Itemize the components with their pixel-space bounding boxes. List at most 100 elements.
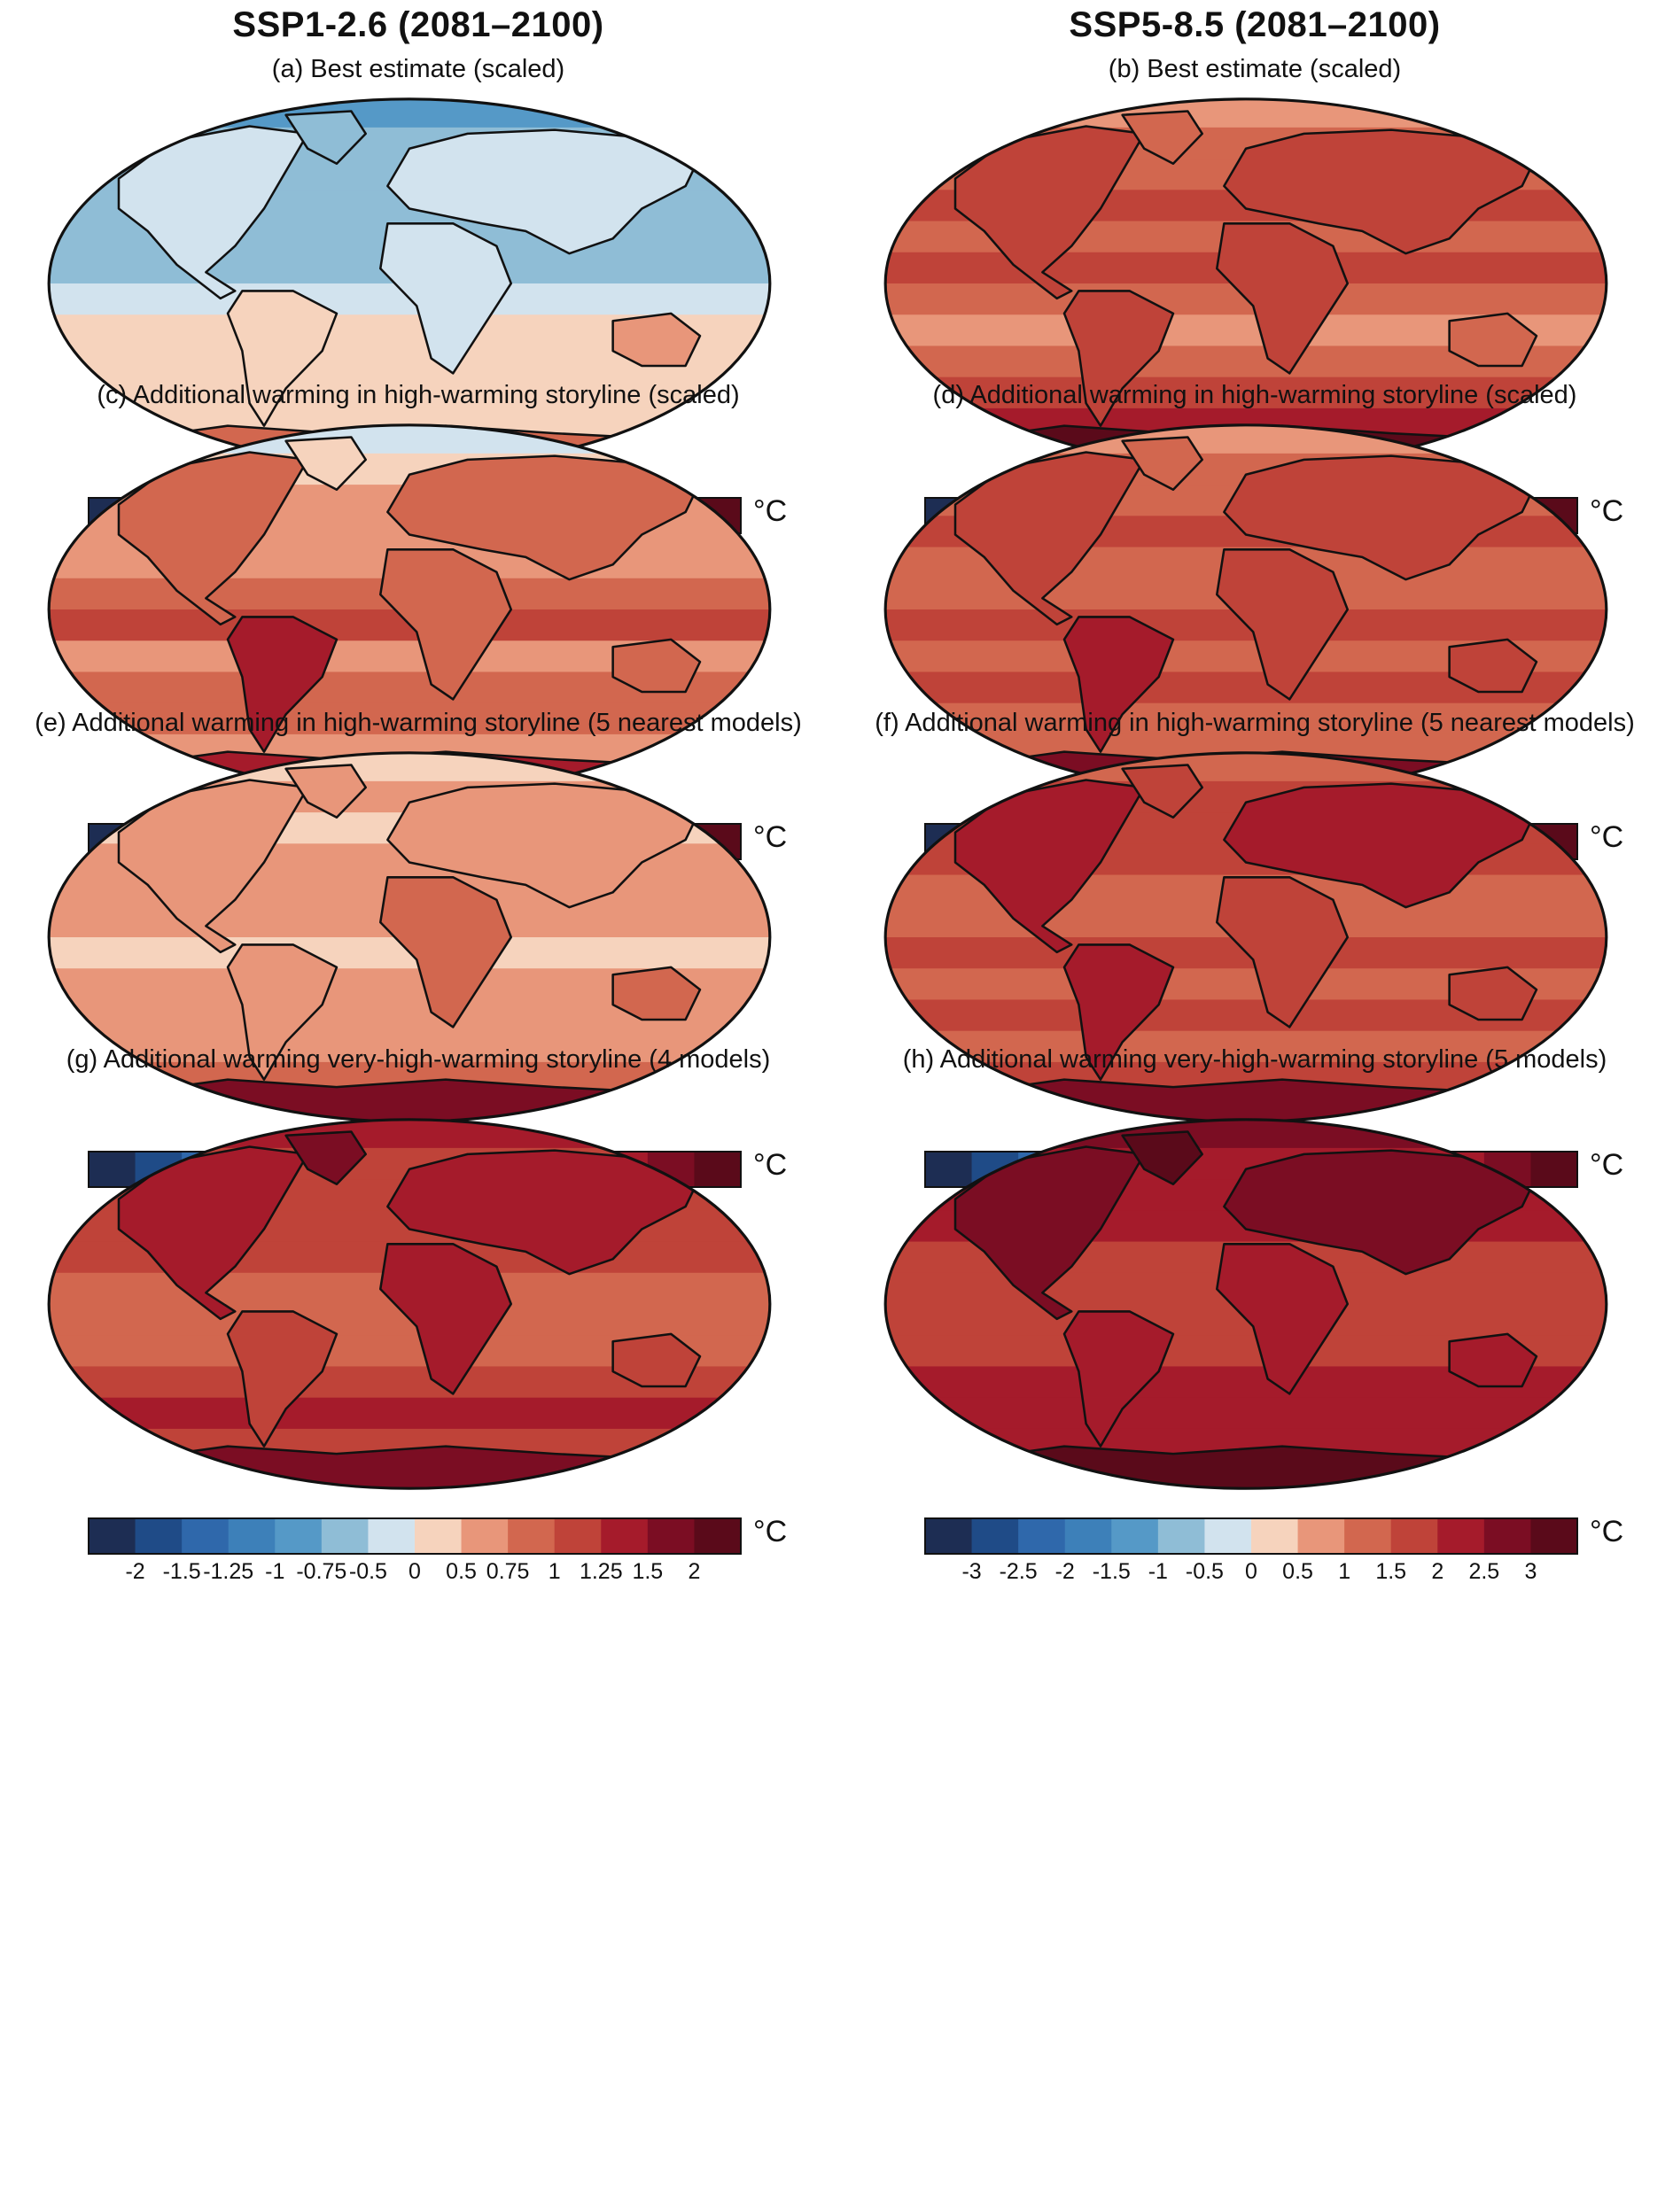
colorbar-tick-label: -0.5 (348, 1559, 387, 1584)
colorbar-tick-label: 0 (1245, 1559, 1257, 1584)
temperature-band (49, 424, 770, 455)
continent-outline (611, 638, 702, 694)
continent-outline (117, 451, 309, 626)
colorbar-swatch (1437, 1518, 1485, 1554)
continent-outline (1121, 1130, 1204, 1186)
temperature-band (885, 1030, 1607, 1064)
world-map (47, 1118, 772, 1490)
colorbar-tick-label: 1 (1338, 1559, 1351, 1584)
colorbar-swatch (601, 1518, 649, 1554)
colorbar-tick-label: 0.5 (446, 1559, 477, 1584)
unit-label: °C (1590, 1148, 1624, 1182)
panel-title: (f) Additional warming in high-warming s… (875, 709, 1635, 737)
temperature-band (885, 1119, 1607, 1150)
colorbar-swatch (508, 1518, 556, 1554)
colorbar-swatch (925, 1518, 973, 1554)
panel-title: (h) Additional warming very-high-warming… (902, 1045, 1607, 1074)
colorbar-swatch (228, 1518, 276, 1554)
continent-outline (1223, 128, 1538, 255)
continent-outline (378, 548, 513, 701)
continent-outline (1062, 290, 1175, 427)
continent-outline (611, 1332, 702, 1388)
colorbar: -3 -2.5 -2 -1.5 -1 -0.5 0 0.5 1 1.5 2 2.5 3 °C (923, 1515, 1623, 1596)
unit-label: °C (753, 1148, 788, 1182)
panel-title: (g) Additional warming very-high-warming… (66, 1045, 771, 1074)
unit-label: °C (753, 494, 788, 528)
world-map (883, 751, 1608, 1123)
world-map (47, 423, 772, 796)
unit-label: °C (1590, 1515, 1624, 1548)
continent-outline (226, 616, 338, 753)
temperature-band (49, 1030, 770, 1064)
colorbar-tick-label: -0.75 (296, 1559, 347, 1584)
continent-outline (1215, 876, 1350, 1028)
colorbar-swatch (694, 1518, 742, 1554)
colorbar-swatch (647, 1518, 695, 1554)
colorbar-tick-label: 2 (1431, 1559, 1444, 1584)
continent-outline (1448, 966, 1538, 1021)
colorbar-swatch (1018, 1518, 1066, 1554)
temperature-band (885, 752, 1607, 783)
continent-outline (1215, 222, 1350, 375)
unit-label: °C (1590, 820, 1624, 854)
map-border (883, 1118, 1608, 1490)
map-panel-h: (h) Additional warming very-high-warming… (836, 1045, 1673, 1584)
panel-title: (d) Additional warming in high-warming s… (932, 381, 1577, 409)
continent-outline (1062, 1310, 1175, 1448)
colorbar-tick-label: -3 (961, 1559, 982, 1584)
continent-outline (284, 436, 368, 492)
map-panel-f: (f) Additional warming in high-warming s… (836, 709, 1673, 1240)
continent-outline (953, 451, 1146, 626)
colorbar-tick-label: -1 (265, 1559, 285, 1584)
continent-outline (1215, 1243, 1350, 1395)
colorbar-swatch (1297, 1518, 1345, 1554)
continent-outline (378, 876, 513, 1028)
colorbar-tick-label: 3 (1524, 1559, 1537, 1584)
continent-outline (611, 966, 702, 1021)
colorbar-swatch (89, 1152, 136, 1187)
temperature-band (885, 702, 1607, 736)
colorbar-swatch (1157, 1518, 1205, 1554)
continent-outline (226, 290, 338, 427)
temperature-band (49, 1119, 770, 1150)
colorbar-tick-label: -1.25 (203, 1559, 254, 1584)
panel-title: (c) Additional warming in high-warming s… (97, 381, 740, 409)
colorbar-swatch (89, 1518, 136, 1554)
colorbar-swatch (461, 1518, 509, 1554)
colorbar-swatch (1390, 1518, 1438, 1554)
continent-outline (953, 125, 1146, 300)
continent-outline (1448, 312, 1538, 368)
colorbar-tick-label: 0.5 (1282, 1559, 1313, 1584)
unit-label: °C (753, 1515, 788, 1548)
continent-outline (386, 454, 702, 581)
temperature-band (49, 752, 770, 783)
colorbar-swatch (925, 1152, 973, 1187)
world-map (883, 97, 1608, 470)
continent-outline (1215, 548, 1350, 701)
continent-outline (284, 1130, 368, 1186)
colorbar-tick-label: -2.5 (999, 1559, 1038, 1584)
map-panel-c: (c) Additional warming in high-warming s… (0, 381, 836, 912)
colorbar-swatch (1064, 1518, 1112, 1554)
colorbar-tick-label: -1.5 (162, 1559, 201, 1584)
map-panel-g: (g) Additional warming very-high-warming… (0, 1045, 836, 1584)
column-title-right: SSP5-8.5 (2081–2100) (1069, 5, 1441, 44)
continent-outline (284, 110, 368, 166)
temperature-band (49, 376, 770, 410)
continent-outline (386, 1149, 702, 1276)
colorbar-tick-label: -0.5 (1185, 1559, 1224, 1584)
colorbar-swatch (1344, 1518, 1392, 1554)
temperature-band (885, 98, 1607, 129)
continent-outline (1223, 782, 1538, 909)
colorbar-swatch (554, 1518, 602, 1554)
temperature-band (885, 1397, 1607, 1431)
continent-outline (284, 764, 368, 819)
panel-title: (e) Additional warming in high-warming s… (35, 709, 802, 737)
panel-title: (a) Best estimate (scaled) (271, 55, 565, 83)
colorbar-tick-label: 1.5 (632, 1559, 664, 1584)
continent-outline (1121, 110, 1204, 166)
colorbar-swatch (415, 1518, 463, 1554)
column-title-left: SSP1-2.6 (2081–2100) (232, 5, 604, 44)
colorbar-tick-label: -2 (1054, 1559, 1075, 1584)
colorbar-tick-label: 2 (688, 1559, 701, 1584)
